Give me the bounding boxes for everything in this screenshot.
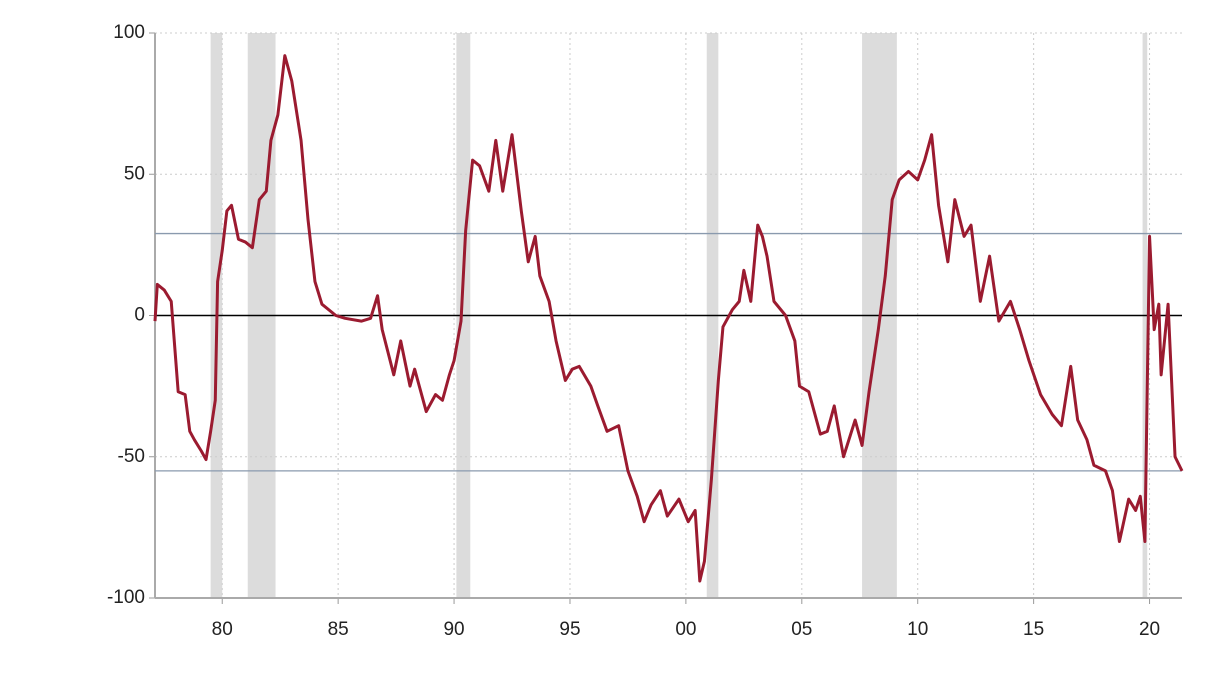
x-tick-label: 05 <box>791 619 812 640</box>
x-tick-label: 00 <box>675 619 696 640</box>
y-tick-label: 0 <box>134 305 145 326</box>
x-tick-label: 80 <box>212 619 233 640</box>
data-line <box>153 54 1184 583</box>
y-tick-label: 100 <box>113 22 145 43</box>
x-tick-label: 20 <box>1139 619 1160 640</box>
x-tick-label: 10 <box>907 619 928 640</box>
y-tick-label: -100 <box>107 587 145 608</box>
x-tick-label: 95 <box>559 619 580 640</box>
x-tick-label: 85 <box>328 619 349 640</box>
x-tick-label: 15 <box>1023 619 1044 640</box>
x-tick-label: 90 <box>443 619 464 640</box>
y-tick-label: -50 <box>118 446 145 467</box>
y-tick-label: 50 <box>124 163 145 184</box>
